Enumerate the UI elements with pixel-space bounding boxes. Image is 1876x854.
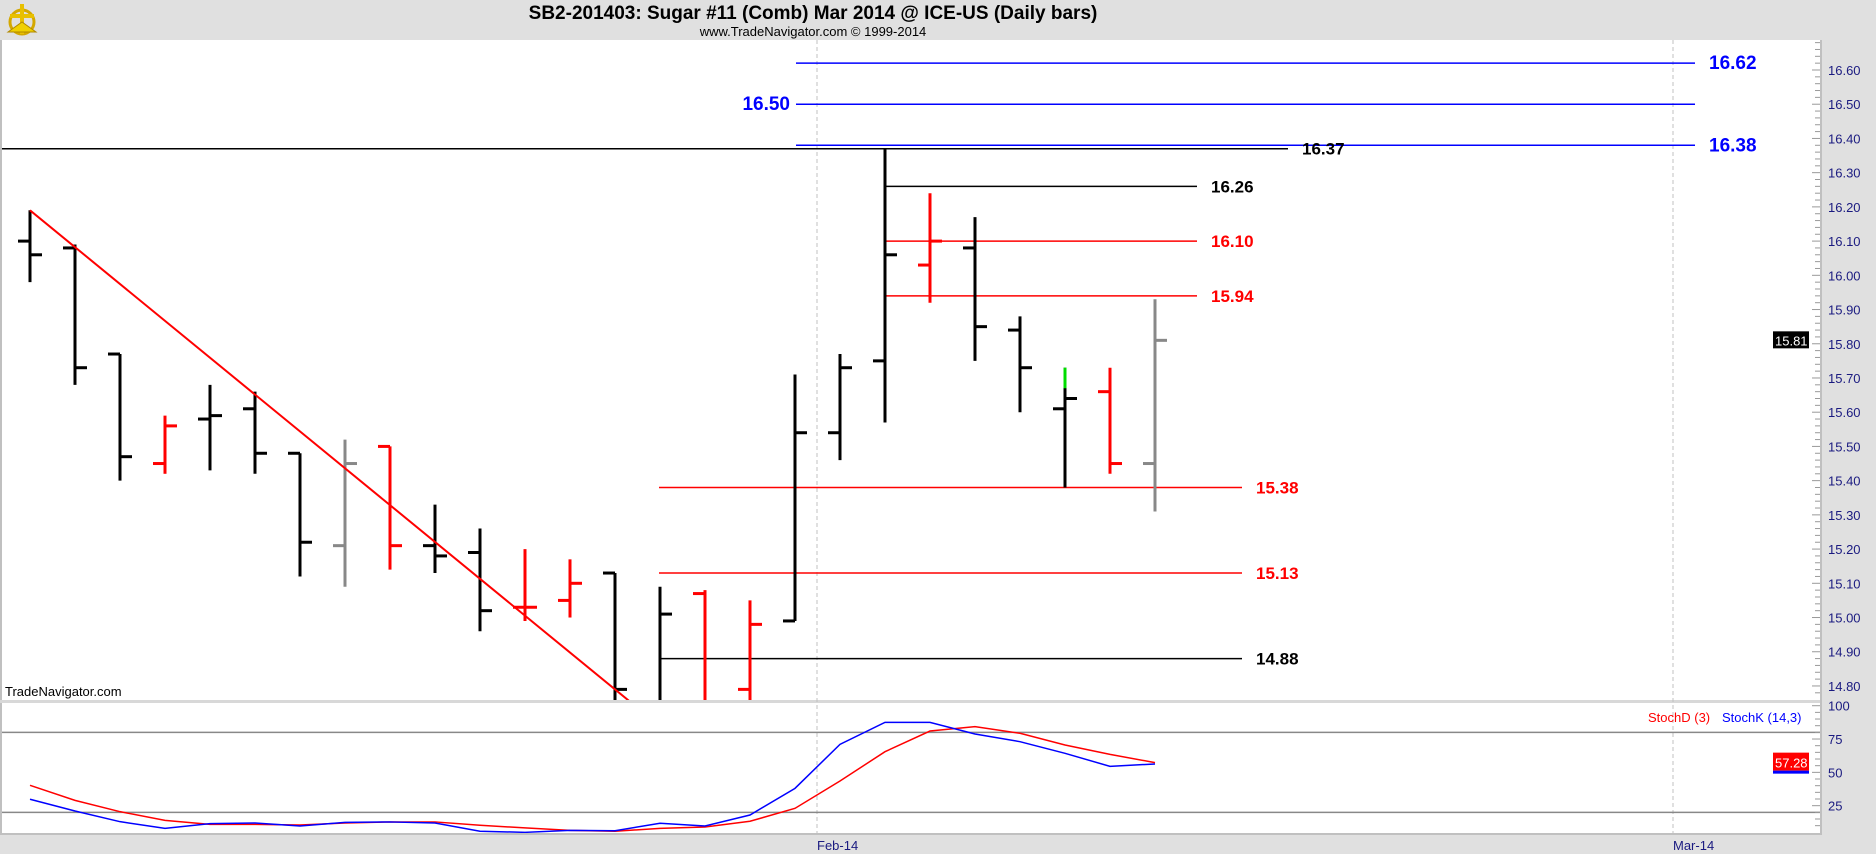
price-levels: [2, 62, 1695, 660]
last-price-box: [1773, 331, 1809, 349]
level-label: 16.50: [742, 94, 790, 115]
price-axis[interactable]: 16.60 16.50 16.40 16.30 16.20 16.10 16.00 15.90…: [1773, 42, 1861, 694]
ohlc-bar-17: [738, 600, 762, 700]
price-panel[interactable]: [0, 40, 1820, 700]
ohlc-bar-13: [558, 559, 582, 618]
price-axis-label: 15.20: [1828, 542, 1861, 557]
ohlc-bar-14: [603, 571, 627, 700]
chart-title: SB2-201403: Sugar #11 (Comb) Mar 2014 @ …: [528, 3, 1098, 24]
ohlc-bar-20: [873, 148, 897, 423]
ohlc-bar-24: [1053, 367, 1077, 488]
sextant-logo-icon: [6, 4, 38, 36]
price-axis-label: 15.00: [1828, 611, 1861, 626]
legend-stochk: StochK (14,3): [1722, 710, 1802, 725]
stochk-value-marker: [1773, 770, 1809, 774]
ohlc-bar-15: [658, 586, 672, 700]
last-price-label: 15.81: [1775, 333, 1808, 348]
price-axis-label: 15.10: [1828, 576, 1861, 591]
watermark-text: TradeNavigator.com: [5, 684, 122, 699]
level-label: 15.13: [1256, 564, 1299, 583]
price-axis-label: 14.90: [1828, 645, 1861, 660]
ohlc-bar-7: [288, 451, 312, 577]
stochd-value-box: [1773, 752, 1809, 771]
level-label: 16.37: [1302, 140, 1345, 159]
chart-subtitle: www.TradeNavigator.com © 1999-2014: [699, 24, 927, 39]
price-axis-label: 15.40: [1828, 474, 1861, 489]
price-level-labels: 16.62 16.50 16.38 16.37 16.26 16.10 15.94 15.38…: [742, 53, 1756, 668]
ohlc-bar-25: [1098, 367, 1122, 474]
level-label: 16.10: [1211, 232, 1254, 251]
ohlc-bar-3: [108, 352, 132, 481]
price-axis-label: 15.30: [1828, 508, 1861, 523]
stochk-line: [29, 721, 1156, 833]
price-axis-label: 16.10: [1828, 234, 1861, 249]
price-axis-label: 15.70: [1828, 371, 1861, 386]
date-axis-label: Mar-14: [1673, 838, 1714, 853]
date-axis[interactable]: Feb-14 Mar-14: [817, 838, 1714, 853]
level-label: 16.62: [1709, 53, 1757, 74]
price-axis-label: 16.30: [1828, 166, 1861, 181]
date-axis-label: Feb-14: [817, 838, 858, 853]
price-axis-label: 15.80: [1828, 337, 1861, 352]
stochd-value-label: 57.28: [1775, 756, 1808, 771]
ohlc-bar-23: [1008, 316, 1032, 413]
ohlc-bar-5: [198, 384, 222, 471]
stochastic-lines: [2, 721, 1820, 833]
ohlc-bar-4: [153, 415, 177, 474]
date-separators: [816, 40, 1674, 833]
chart-header: SB2-201403: Sugar #11 (Comb) Mar 2014 @ …: [0, 0, 1876, 40]
price-axis-label: 16.00: [1828, 268, 1861, 283]
stoch-axis-label: 75: [1828, 732, 1842, 747]
price-axis-label: 16.40: [1828, 131, 1861, 146]
ohlc-bar-10: [423, 504, 447, 574]
ohlc-bar-9: [378, 444, 402, 570]
stoch-panel[interactable]: [0, 703, 1820, 833]
price-axis-label: 15.50: [1828, 439, 1861, 454]
price-axis-label: 15.90: [1828, 303, 1861, 318]
level-label: 15.38: [1256, 478, 1299, 497]
level-label: 16.38: [1709, 135, 1757, 156]
panel-separator[interactable]: [0, 700, 1820, 703]
price-axis-label: 14.80: [1828, 679, 1861, 694]
stoch-axis-label: 100: [1828, 699, 1850, 714]
trendline: [29, 209, 630, 700]
ohlc-bar-1: [18, 210, 42, 283]
price-axis-label: 16.60: [1828, 63, 1861, 78]
ohlc-bar-22: [963, 217, 987, 361]
level-label: 15.94: [1211, 287, 1254, 306]
price-axis-label: 16.20: [1828, 200, 1861, 215]
ohlc-bar-21: [918, 193, 942, 303]
level-label: 16.26: [1211, 177, 1254, 196]
trendline-group: [29, 209, 630, 700]
ohlc-bars: [18, 148, 1167, 700]
ohlc-bar-6: [243, 391, 267, 474]
date-axis-border: [0, 833, 1822, 835]
ohlc-bar-26: [1143, 299, 1167, 512]
legend-stochd: StochD (3): [1648, 710, 1710, 725]
ohlc-bar-18: [783, 374, 807, 623]
ohlc-bar-2: [63, 244, 87, 385]
ohlc-bar-8: [333, 439, 357, 587]
stoch-axis-label: 50: [1828, 765, 1842, 780]
ohlc-bar-19: [828, 354, 852, 461]
stoch-axis-label: 25: [1828, 799, 1842, 814]
price-axis-label: 15.60: [1828, 405, 1861, 420]
price-axis-label: 16.50: [1828, 97, 1861, 112]
stoch-axis[interactable]: 100 75 50 25 57.28: [1773, 699, 1850, 827]
level-label: 14.88: [1256, 650, 1299, 669]
ohlc-bar-16: [693, 590, 707, 700]
